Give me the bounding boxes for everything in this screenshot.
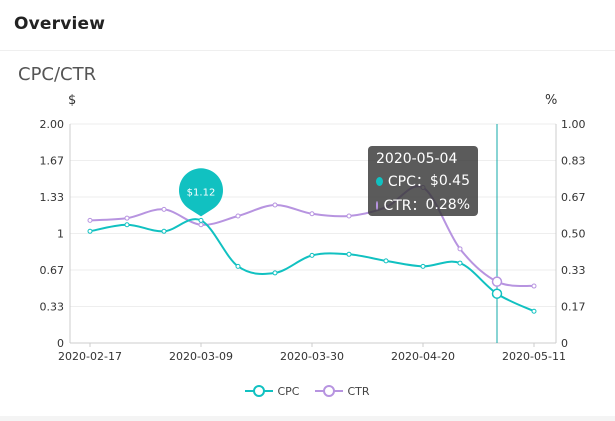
x-tick-label: 2020-05-11 bbox=[502, 350, 566, 363]
section-divider bbox=[0, 50, 615, 51]
y-left-tick-label: 1.67 bbox=[40, 155, 65, 168]
y-right-tick-label: 1.00 bbox=[561, 118, 586, 131]
y-left-tick-label: 1 bbox=[57, 228, 64, 241]
data-point-cpc bbox=[161, 228, 167, 234]
y-right-tick-label: 0.67 bbox=[561, 191, 586, 204]
data-point-ctr bbox=[124, 215, 130, 221]
data-point-ctr bbox=[87, 217, 93, 223]
tooltip-dot-ctr bbox=[376, 200, 379, 210]
data-point-ctr bbox=[531, 283, 537, 289]
x-tick-label: 2020-04-20 bbox=[391, 350, 455, 363]
y-right-tick-label: 0.17 bbox=[561, 301, 586, 314]
legend-label-cpc: CPC bbox=[277, 384, 300, 398]
data-point-cpc bbox=[87, 228, 93, 234]
tooltip-dot-cpc bbox=[376, 176, 383, 186]
data-point-ctr bbox=[309, 211, 315, 217]
data-point-ctr bbox=[198, 222, 204, 228]
y-right-tick-label: 0.33 bbox=[561, 264, 586, 277]
chart-tooltip: 2020-05-04 CPC： $0.45 CTR： 0.28% bbox=[368, 146, 478, 216]
hover-point-cpc bbox=[491, 288, 503, 299]
y-right-tick-label: 0.50 bbox=[561, 228, 586, 241]
tooltip-label-cpc: CPC： bbox=[387, 174, 430, 190]
hover-point-ctr bbox=[491, 276, 503, 287]
y-left-tick-label: 0.67 bbox=[40, 264, 65, 277]
tooltip-row-ctr: CTR： 0.28% bbox=[376, 195, 470, 215]
tooltip-label-ctr: CTR： bbox=[383, 198, 426, 214]
legend-item-ctr[interactable]: CTR bbox=[315, 384, 370, 398]
data-point-ctr bbox=[272, 202, 278, 208]
y-right-tick-label: 0 bbox=[561, 337, 568, 350]
data-point-cpc bbox=[346, 251, 352, 257]
data-point-cpc bbox=[272, 270, 278, 276]
tooltip-date: 2020-05-04 bbox=[376, 151, 458, 167]
tooltip-value-cpc: $0.45 bbox=[429, 173, 470, 189]
data-point-ctr bbox=[346, 213, 352, 219]
x-tick-label: 2020-02-17 bbox=[58, 350, 122, 363]
y-left-tick-label: 0 bbox=[57, 337, 64, 350]
tooltip-row-cpc: CPC： $0.45 bbox=[376, 171, 470, 191]
tooltip-value-ctr: 0.28% bbox=[425, 197, 470, 213]
data-point-cpc bbox=[309, 252, 315, 258]
data-point-ctr bbox=[457, 246, 463, 252]
bottom-divider bbox=[0, 416, 615, 421]
x-tick-label: 2020-03-09 bbox=[169, 350, 233, 363]
x-tick-label: 2020-03-30 bbox=[280, 350, 344, 363]
y-right-unit: % bbox=[545, 93, 558, 108]
data-point-cpc bbox=[420, 263, 426, 269]
data-point-ctr bbox=[161, 206, 167, 212]
max-pin-icon bbox=[179, 168, 224, 217]
chart-legend: CPC CTR bbox=[0, 384, 615, 398]
data-point-cpc bbox=[198, 217, 204, 223]
max-pin-label: $1.12 bbox=[187, 187, 216, 198]
y-left-tick-label: 2.00 bbox=[40, 118, 65, 131]
section-title: Overview bbox=[14, 14, 106, 34]
y-left-tick-label: 0.33 bbox=[40, 301, 65, 314]
data-point-cpc bbox=[531, 308, 537, 314]
data-point-cpc bbox=[457, 260, 463, 266]
series-line-cpc bbox=[89, 218, 535, 313]
legend-swatch-cpc-icon bbox=[245, 385, 274, 397]
legend-label-ctr: CTR bbox=[347, 384, 370, 398]
y-left-unit: $ bbox=[68, 93, 77, 108]
legend-swatch-ctr-icon bbox=[315, 385, 344, 397]
data-point-ctr bbox=[235, 213, 241, 219]
y-left-tick-label: 1.33 bbox=[40, 191, 65, 204]
legend-item-cpc[interactable]: CPC bbox=[245, 384, 299, 398]
data-point-cpc bbox=[124, 222, 130, 228]
data-point-cpc bbox=[383, 258, 389, 264]
data-point-cpc bbox=[235, 263, 241, 269]
chart-title: CPC/CTR bbox=[18, 64, 97, 85]
y-right-tick-label: 0.83 bbox=[561, 155, 586, 168]
